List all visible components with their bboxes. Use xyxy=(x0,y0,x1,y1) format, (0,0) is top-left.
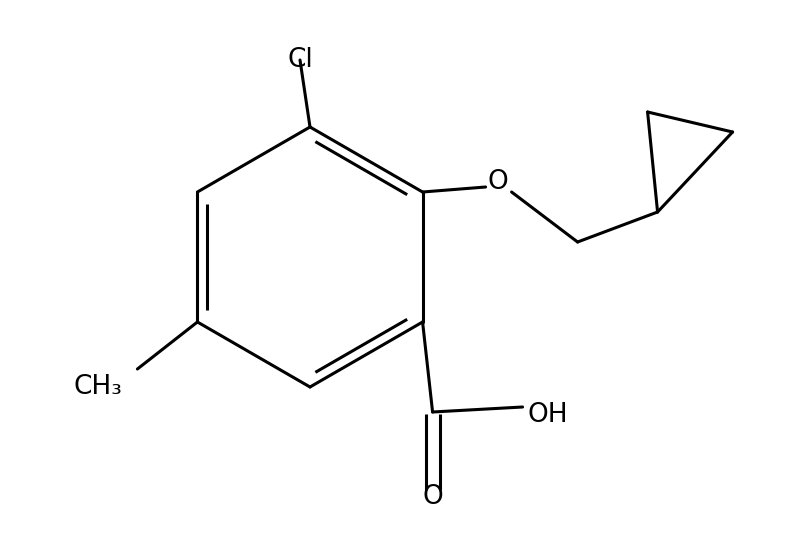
Text: Cl: Cl xyxy=(287,47,313,73)
Text: O: O xyxy=(422,484,443,510)
Text: O: O xyxy=(487,169,508,195)
Text: OH: OH xyxy=(528,402,568,428)
Text: CH₃: CH₃ xyxy=(73,374,123,400)
